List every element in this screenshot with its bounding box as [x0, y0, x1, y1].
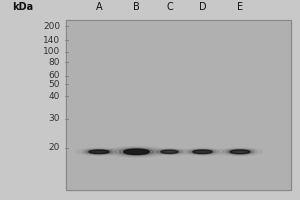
Bar [66, 20, 291, 190]
Ellipse shape [193, 150, 212, 154]
Ellipse shape [230, 150, 250, 154]
Ellipse shape [223, 149, 257, 155]
Ellipse shape [85, 150, 112, 154]
Ellipse shape [82, 149, 116, 154]
Text: 60: 60 [49, 71, 60, 80]
Ellipse shape [119, 149, 154, 155]
Text: B: B [133, 2, 140, 12]
Ellipse shape [108, 146, 165, 157]
Ellipse shape [155, 149, 184, 154]
Ellipse shape [226, 150, 254, 154]
Text: kDa: kDa [12, 2, 33, 12]
Ellipse shape [124, 149, 149, 154]
Ellipse shape [190, 150, 215, 154]
Text: 80: 80 [49, 58, 60, 67]
Bar [66, 20, 291, 190]
Text: 40: 40 [49, 92, 60, 101]
Ellipse shape [158, 150, 181, 154]
Ellipse shape [89, 150, 109, 154]
Text: E: E [237, 2, 243, 12]
Text: 50: 50 [49, 80, 60, 89]
Text: 200: 200 [43, 22, 60, 31]
Text: 20: 20 [49, 143, 60, 152]
Text: 30: 30 [49, 114, 60, 123]
Text: C: C [166, 2, 173, 12]
Text: A: A [96, 2, 102, 12]
Ellipse shape [115, 148, 158, 156]
Ellipse shape [186, 149, 219, 154]
Ellipse shape [161, 150, 178, 153]
Text: D: D [199, 2, 206, 12]
Text: 140: 140 [43, 36, 60, 45]
Text: 100: 100 [43, 47, 60, 56]
